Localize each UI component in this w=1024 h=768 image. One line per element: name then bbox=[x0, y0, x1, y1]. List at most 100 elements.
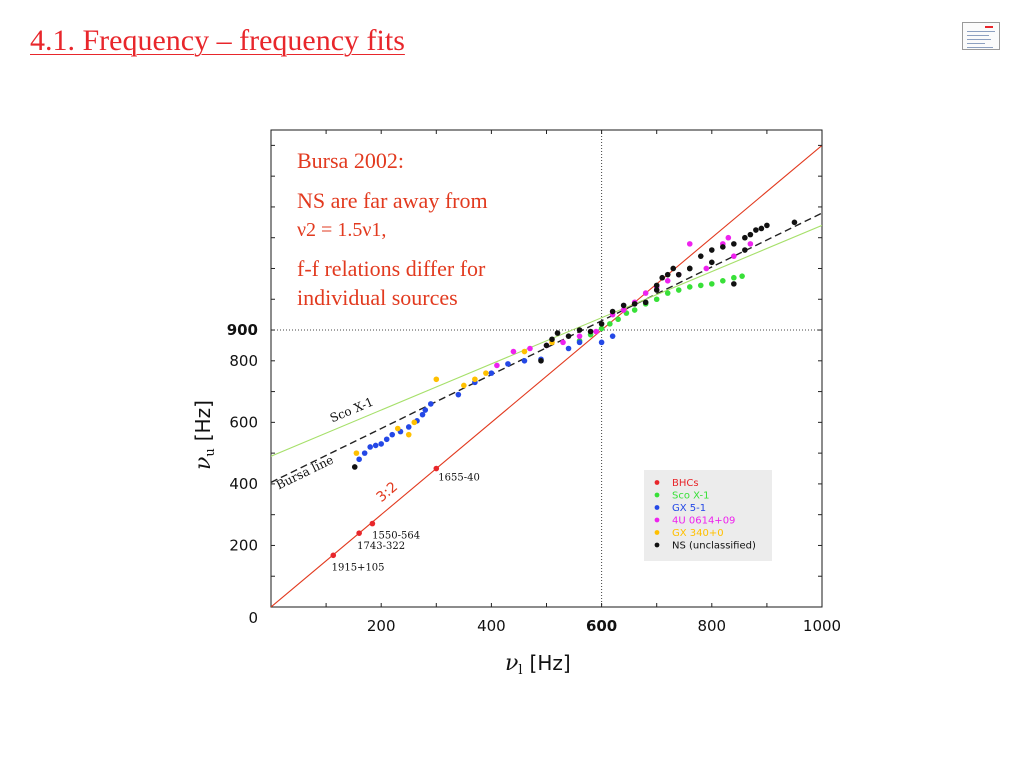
y-tick-label: 0 bbox=[248, 609, 258, 627]
point-ns-unclassified bbox=[731, 241, 737, 247]
point-ns-unclassified bbox=[697, 253, 704, 259]
legend-label-sco-x-1: Sco X-1 bbox=[672, 491, 709, 502]
point-ns-unclassified bbox=[587, 328, 594, 335]
annotation-line3: f-f relations differ for bbox=[297, 256, 486, 281]
point-gx-5-1 bbox=[488, 370, 495, 376]
x-tick-label: 200 bbox=[367, 617, 396, 635]
point-4u-0614-09 bbox=[510, 348, 517, 355]
point-ns-unclassified bbox=[742, 234, 748, 241]
point-gx-5-1 bbox=[565, 345, 572, 352]
annotation-box: Bursa 2002: NS are far away from ν2 = 1.… bbox=[297, 148, 488, 310]
legend-label-gx-340-0: GX 340+0 bbox=[672, 528, 724, 539]
point-sco-x-1 bbox=[664, 290, 671, 296]
point-gx-340-0 bbox=[433, 376, 440, 383]
point-gx-340-0 bbox=[461, 382, 467, 389]
point-sco-x-1 bbox=[675, 287, 682, 293]
point-ns-unclassified bbox=[642, 299, 649, 306]
point-ns-unclassified bbox=[764, 222, 770, 229]
legend-label-bhcs: BHCs bbox=[672, 478, 699, 489]
point-gx-340-0 bbox=[521, 348, 528, 355]
point-sco-x-1 bbox=[720, 277, 726, 284]
point-ns-unclassified bbox=[664, 271, 671, 278]
point-bhcs bbox=[330, 552, 337, 559]
point-gx-340-0 bbox=[411, 419, 418, 426]
point-4u-0614-09 bbox=[620, 307, 627, 313]
point-sco-x-1 bbox=[615, 316, 621, 323]
slide-thumbnail-icon[interactable] bbox=[962, 22, 1000, 50]
point-4u-0614-09 bbox=[560, 339, 566, 346]
point-gx-5-1 bbox=[422, 407, 429, 413]
legend-marker-gx-340-0 bbox=[654, 530, 660, 535]
point-ns-unclassified bbox=[742, 247, 748, 253]
annotation-line1: NS are far away from bbox=[297, 188, 488, 213]
point-gx-5-1 bbox=[372, 442, 379, 449]
data-points bbox=[330, 219, 798, 559]
point-ns-unclassified bbox=[686, 265, 693, 272]
point-ns-unclassified bbox=[554, 330, 561, 336]
x-axis-label: νl [Hz] bbox=[505, 651, 571, 678]
point-4u-0614-09 bbox=[494, 362, 500, 369]
y-tick-label: 600 bbox=[229, 413, 258, 431]
point-ns-unclassified bbox=[659, 274, 666, 281]
point-gx-340-0 bbox=[405, 431, 412, 438]
x-tick-label: 800 bbox=[697, 617, 726, 635]
point-sco-x-1 bbox=[631, 307, 638, 313]
point-sco-x-1 bbox=[598, 325, 605, 332]
point-4u-0614-09 bbox=[731, 253, 737, 259]
legend-label-ns-unclassified: NS (unclassified) bbox=[672, 541, 756, 552]
x-tick-label: 400 bbox=[477, 617, 506, 635]
point-4u-0614-09 bbox=[725, 234, 732, 241]
point-gx-5-1 bbox=[598, 339, 605, 346]
point-ns-unclassified bbox=[653, 287, 660, 293]
point-gx-5-1 bbox=[367, 444, 373, 450]
point-4u-0614-09 bbox=[686, 241, 693, 247]
annotation-line2: ν2 = 1.5ν1, bbox=[297, 219, 386, 241]
point-ns-unclassified bbox=[747, 231, 754, 238]
point-bhcs bbox=[356, 530, 362, 536]
legend-marker-4u-0614-09 bbox=[654, 517, 660, 523]
point-gx-340-0 bbox=[483, 370, 489, 376]
point-4u-0614-09 bbox=[664, 277, 671, 284]
point-ns-unclassified bbox=[609, 308, 616, 315]
x-axis-ticks: 200 400 600 800 1000 bbox=[367, 617, 841, 635]
point-ns-unclassified bbox=[653, 282, 660, 289]
point-4u-0614-09 bbox=[747, 241, 754, 247]
point-gx-5-1 bbox=[356, 456, 362, 463]
slide-title: 4.1. Frequency – frequency fits bbox=[30, 24, 405, 57]
point-4u-0614-09 bbox=[703, 265, 710, 272]
annotation-heading: Bursa 2002: bbox=[297, 148, 404, 173]
point-sco-x-1 bbox=[739, 273, 745, 279]
legend-label-gx-5-1: GX 5-1 bbox=[672, 503, 706, 514]
point-ns-unclassified bbox=[758, 225, 765, 232]
point-ns-unclassified bbox=[538, 358, 544, 364]
fit-line-bursa-line bbox=[271, 212, 822, 483]
source-label: 1655-40 bbox=[438, 473, 480, 484]
point-ns-unclassified bbox=[720, 244, 726, 250]
point-gx-5-1 bbox=[405, 424, 412, 430]
source-label: 1743-322 bbox=[357, 541, 405, 552]
point-sco-x-1 bbox=[653, 296, 660, 303]
point-gx-340-0 bbox=[353, 450, 360, 456]
legend-marker-gx-5-1 bbox=[654, 505, 660, 510]
legend-marker-ns-unclassified bbox=[654, 542, 660, 548]
axis-minor-ticks bbox=[271, 130, 822, 607]
point-ns-unclassified bbox=[675, 271, 682, 278]
x-tick-label: 600 bbox=[586, 617, 617, 635]
legend-marker-sco-x-1 bbox=[654, 492, 660, 498]
point-ns-unclassified bbox=[670, 265, 677, 272]
point-ns-unclassified bbox=[753, 227, 759, 233]
point-ns-unclassified bbox=[791, 219, 798, 226]
point-ns-unclassified bbox=[709, 259, 715, 266]
point-gx-5-1 bbox=[378, 441, 385, 447]
point-ns-unclassified bbox=[576, 327, 583, 333]
point-ns-unclassified bbox=[351, 464, 358, 470]
point-gx-5-1 bbox=[419, 411, 426, 418]
point-sco-x-1 bbox=[607, 321, 613, 327]
point-gx-5-1 bbox=[427, 401, 434, 407]
point-gx-5-1 bbox=[455, 391, 462, 398]
point-gx-5-1 bbox=[576, 339, 583, 346]
fit-lines bbox=[271, 144, 822, 607]
point-ns-unclassified bbox=[543, 342, 550, 349]
